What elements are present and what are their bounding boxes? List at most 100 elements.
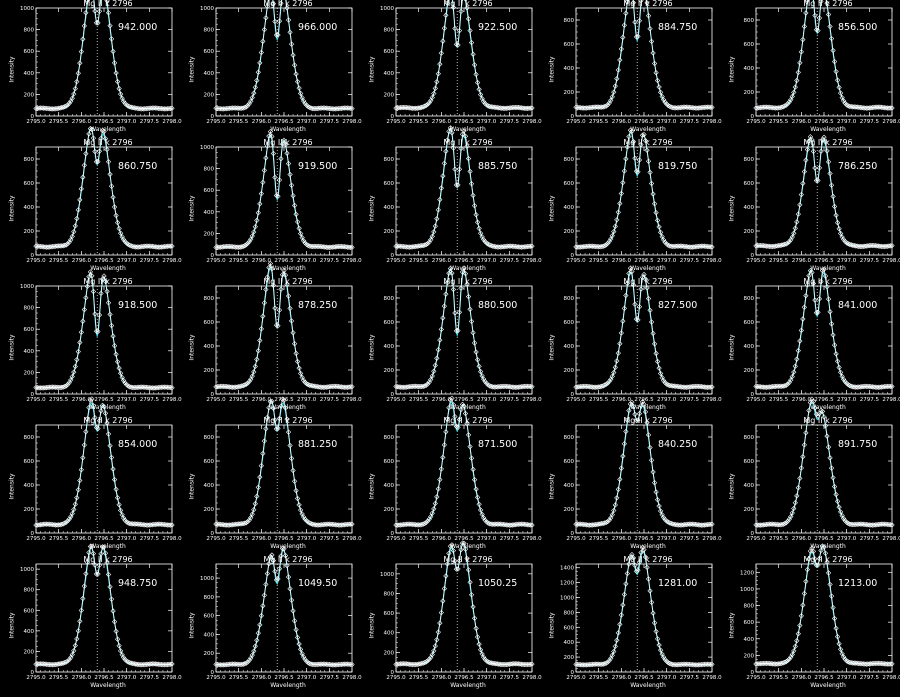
x-axis-label: Wavelength bbox=[450, 543, 486, 550]
data-point bbox=[798, 327, 804, 333]
y-tick-label: 800 bbox=[24, 306, 35, 312]
y-axis-label: Intensity bbox=[188, 56, 196, 83]
data-point bbox=[834, 634, 841, 640]
data-point bbox=[657, 89, 664, 95]
data-point bbox=[275, 323, 281, 329]
y-tick-label: 200 bbox=[564, 229, 575, 235]
x-tick-label: 2798.0 bbox=[342, 675, 362, 681]
data-point bbox=[287, 171, 293, 178]
y-tick-label: 200 bbox=[564, 90, 575, 96]
data-point bbox=[837, 369, 844, 376]
data-point bbox=[437, 476, 443, 483]
data-point bbox=[287, 305, 293, 312]
data-point bbox=[641, 131, 647, 138]
data-point bbox=[506, 384, 512, 390]
data-point bbox=[107, 443, 113, 449]
data-point bbox=[847, 103, 853, 110]
data-point bbox=[782, 659, 788, 665]
data-point bbox=[661, 377, 667, 384]
x-tick-label: 2795.0 bbox=[206, 675, 226, 681]
data-point bbox=[636, 157, 643, 163]
data-point bbox=[650, 330, 656, 336]
data-point bbox=[443, 573, 449, 579]
data-point bbox=[239, 661, 245, 667]
data-point bbox=[464, 143, 470, 150]
y-tick-label: 600 bbox=[24, 49, 35, 55]
data-point bbox=[267, 398, 274, 405]
data-point bbox=[786, 239, 792, 245]
data-point bbox=[467, 579, 473, 585]
data-point bbox=[63, 659, 69, 665]
data-point bbox=[98, 135, 104, 141]
data-point bbox=[450, 547, 457, 554]
data-point bbox=[845, 103, 851, 109]
x-axis-label: Wavelength bbox=[450, 265, 486, 272]
x-axis-label: Wavelength bbox=[270, 543, 306, 550]
x-tick-label: 2798.0 bbox=[702, 258, 722, 264]
data-point bbox=[63, 519, 69, 525]
panel-value-label: 856.500 bbox=[838, 22, 878, 33]
data-point bbox=[83, 151, 89, 157]
data-point bbox=[626, 561, 632, 567]
y-tick-label: 200 bbox=[204, 92, 215, 98]
data-point bbox=[629, 128, 635, 134]
data-point bbox=[603, 519, 609, 526]
data-point bbox=[429, 233, 435, 240]
data-point bbox=[423, 519, 429, 526]
y-tick-label: 600 bbox=[24, 608, 35, 614]
panel-title: Mg II k 2796 bbox=[623, 416, 673, 425]
data-point bbox=[98, 290, 104, 297]
data-point bbox=[310, 383, 316, 389]
data-point bbox=[276, 18, 283, 24]
data-point bbox=[665, 382, 671, 388]
data-point bbox=[255, 484, 261, 491]
x-tick-label: 2795.5 bbox=[229, 675, 249, 681]
x-tick-label: 2797.0 bbox=[837, 675, 857, 681]
x-tick-label: 2795.0 bbox=[206, 536, 226, 542]
data-point bbox=[74, 636, 80, 642]
data-point bbox=[841, 515, 847, 522]
data-point bbox=[470, 51, 476, 57]
data-point bbox=[648, 319, 655, 325]
data-point bbox=[853, 243, 859, 249]
data-point bbox=[266, 561, 272, 567]
y-axis-label: Intensity bbox=[8, 612, 16, 639]
data-point bbox=[691, 521, 697, 527]
data-point bbox=[89, 126, 95, 133]
data-point bbox=[270, 282, 277, 288]
data-point bbox=[434, 637, 440, 643]
data-point bbox=[282, 552, 289, 559]
data-point bbox=[77, 477, 83, 484]
data-point bbox=[485, 103, 491, 109]
data-point bbox=[825, 296, 832, 302]
data-point bbox=[169, 243, 175, 249]
data-point bbox=[405, 105, 411, 111]
data-point bbox=[636, 559, 643, 565]
data-point bbox=[465, 16, 472, 22]
x-axis-label: Wavelength bbox=[450, 404, 486, 411]
data-point bbox=[455, 182, 461, 188]
data-point bbox=[633, 417, 640, 424]
data-point bbox=[845, 659, 851, 665]
x-tick-label: 2795.0 bbox=[566, 397, 586, 403]
data-point bbox=[114, 220, 121, 226]
data-point bbox=[844, 102, 850, 108]
data-point bbox=[285, 160, 292, 167]
x-tick-label: 2795.5 bbox=[49, 397, 69, 403]
y-tick-label: 400 bbox=[564, 640, 575, 646]
y-tick-label: 400 bbox=[744, 205, 755, 211]
data-point bbox=[650, 469, 656, 475]
data-point bbox=[815, 177, 821, 184]
data-point bbox=[63, 383, 69, 389]
data-point bbox=[77, 339, 83, 346]
data-point bbox=[130, 660, 136, 667]
data-point bbox=[113, 486, 119, 492]
data-point bbox=[645, 13, 652, 19]
data-point bbox=[285, 293, 292, 299]
data-point bbox=[766, 104, 773, 110]
data-point bbox=[670, 521, 676, 527]
